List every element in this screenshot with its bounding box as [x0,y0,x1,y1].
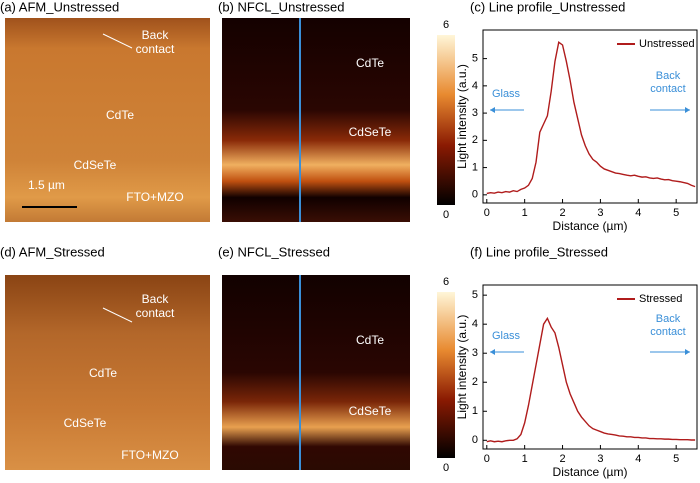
x-tick-label: 3 [597,453,603,465]
y-tick-label: 3 [472,347,478,359]
colorbar-tick-label: 0 [443,209,449,221]
y-tick-label: 0 [472,434,478,446]
data-line [486,41,696,195]
y-tick-label: 1 [472,161,478,173]
x-tick-label: 2 [559,453,565,465]
x-tick-label: 5 [673,207,679,219]
y-tick-label: 4 [472,318,478,330]
annotation: Back contact [650,313,686,338]
arrow-head [685,349,690,355]
x-axis-label: Distance (µm) [553,465,628,479]
data-line [486,316,696,443]
annotation: Glass [491,88,521,100]
region-label: CdTe [88,366,117,380]
x-tick-label: 4 [635,453,641,465]
y-tick-label: 0 [472,189,478,201]
arrow [102,33,133,49]
panel-title: (e) NFCL_Stressed [218,244,330,259]
y-tick-label: 3 [472,107,478,119]
arrow-head [490,107,495,113]
region-label: FTO+MZO [126,190,184,204]
annotation: Back contact [650,70,686,95]
scale-bar-label: 1.5 µm [28,178,65,192]
arrow-head [685,107,690,113]
panel-title: (b) NFCL_Unstressed [218,0,344,14]
colorbar-tick-label: 0 [443,462,449,474]
region-label: Back contact [135,292,175,320]
region-label: CdSeTe [63,416,107,430]
legend-label: Stressed [639,293,682,305]
region-label: CdTe [355,56,384,70]
region-label: CdTe [355,333,384,347]
colorbar-tick-label: 6 [443,19,449,31]
y-axis-label: Light intensity (a.u.) [455,315,469,420]
y-axis-label: Light intensity (a.u.) [455,64,469,169]
region-label: CdTe [105,108,134,122]
plot-frame [482,29,698,204]
x-tick-label: 1 [522,453,528,465]
region-label: CdSeTe [348,125,392,139]
y-tick-label: 5 [472,289,478,301]
x-tick-label: 1 [522,207,528,219]
chart-title: (f) Line profile_Stressed [470,244,608,259]
panel-title: (a) AFM_Unstressed [0,0,119,14]
colorbar-tick-label: 6 [443,276,449,288]
y-tick-label: 1 [472,405,478,417]
annotation: Glass [491,330,521,342]
legend-label: Unstressed [639,38,695,50]
x-tick-label: 0 [484,453,490,465]
region-label: Back contact [135,28,175,56]
colorbar [437,35,455,205]
x-tick-label: 4 [635,207,641,219]
panel-title: (d) AFM_Stressed [0,244,105,259]
x-tick-label: 5 [673,453,679,465]
afm-image [5,18,210,222]
region-label: FTO+MZO [121,448,179,462]
y-tick-label: 5 [472,53,478,65]
nfcl-image [222,18,410,222]
x-tick-label: 3 [597,207,603,219]
y-tick-label: 4 [472,80,478,92]
y-tick-label: 2 [472,134,478,146]
afm-image [5,275,210,470]
arrow [102,307,133,323]
x-tick-label: 2 [559,207,565,219]
chart-title: (c) Line profile_Unstressed [470,0,625,14]
plot-frame [482,284,698,450]
arrow-head [490,349,495,355]
x-tick-label: 0 [484,207,490,219]
colorbar [437,292,455,458]
nfcl-image [222,275,410,470]
y-tick-label: 2 [472,376,478,388]
region-label: CdSeTe [73,158,117,172]
region-label: CdSeTe [348,404,392,418]
x-axis-label: Distance (µm) [553,219,628,233]
